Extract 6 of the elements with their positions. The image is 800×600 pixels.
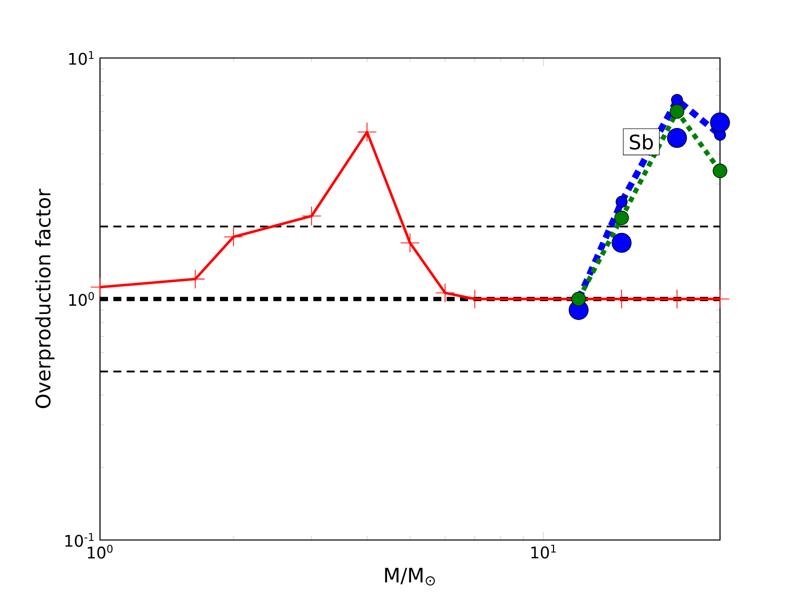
annotation: Sb [630,134,653,150]
y-axis-title: Overproduction factor [35,188,54,408]
x-axis-title: M/M$_{⊙}$ [385,568,435,586]
y-tick-label: 10$^{1}$ [69,51,94,65]
y-tick-label: 10$^{-1}$ [65,533,94,547]
y-tick-label: 10$^{0}$ [69,292,94,306]
